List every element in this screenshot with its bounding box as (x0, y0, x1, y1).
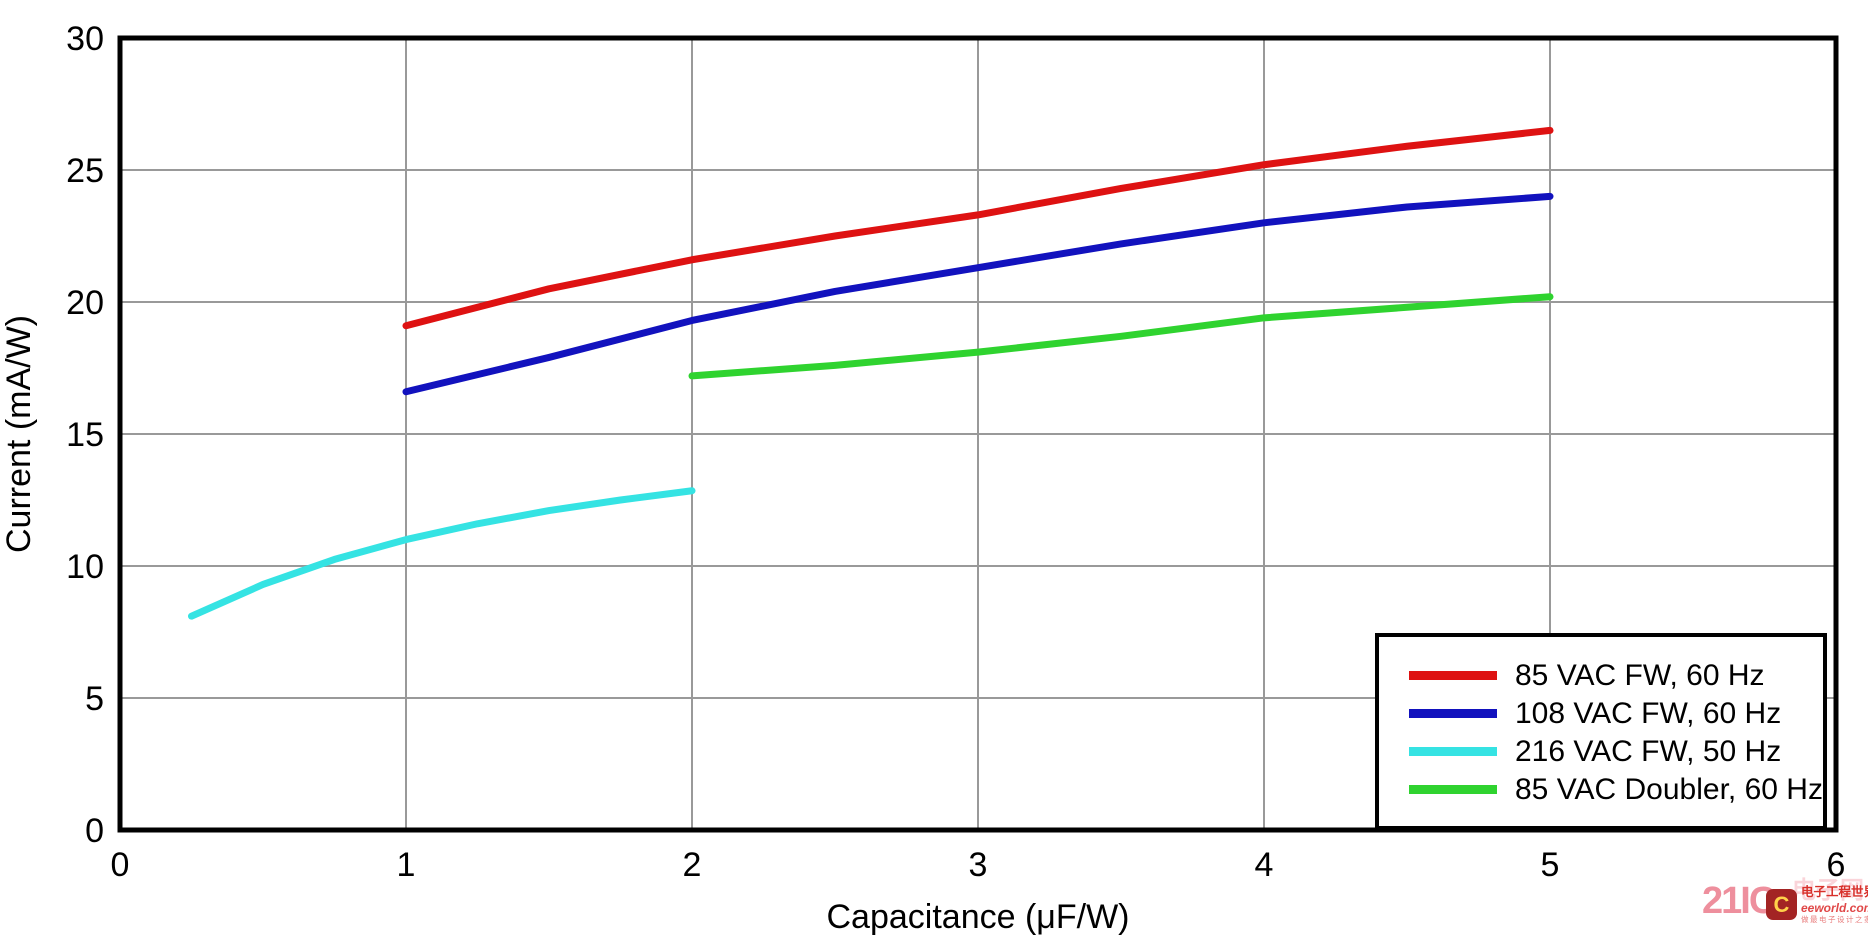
x-tick-label: 5 (1541, 846, 1560, 884)
legend-item: 85 VAC Doubler, 60 Hz (1379, 771, 1823, 809)
legend-label: 85 VAC FW, 60 Hz (1515, 658, 1765, 692)
y-axis-title: Current (mA/W) (0, 315, 38, 553)
legend-label: 108 VAC FW, 60 Hz (1515, 696, 1782, 730)
y-tick-label: 0 (85, 812, 104, 850)
y-tick-label: 5 (85, 680, 104, 718)
legend: 85 VAC FW, 60 Hz 108 VAC FW, 60 Hz 216 V… (1375, 633, 1827, 830)
legend-label: 216 VAC FW, 50 Hz (1515, 734, 1782, 768)
series-line (402, 192, 1554, 396)
legend-item: 108 VAC FW, 60 Hz (1379, 695, 1823, 733)
y-tick-label: 30 (66, 20, 104, 58)
x-axis-title: Capacitance (μF/W) (827, 898, 1130, 936)
legend-label: 85 VAC Doubler, 60 Hz (1515, 772, 1823, 806)
x-tick-label: 6 (1827, 846, 1846, 884)
y-tick-label: 20 (66, 284, 104, 322)
legend-swatch-cyan (1409, 747, 1497, 756)
y-tick-label: 15 (66, 416, 104, 454)
x-tick-label: 0 (111, 846, 130, 884)
y-tick-label: 25 (66, 152, 104, 190)
legend-item: 216 VAC FW, 50 Hz (1379, 733, 1823, 771)
x-tick-label: 1 (397, 846, 416, 884)
legend-swatch-green (1409, 785, 1497, 794)
plot-frame (117, 35, 1839, 833)
series-line (402, 126, 1554, 330)
x-tick-label: 4 (1255, 846, 1274, 884)
legend-swatch-red (1409, 671, 1497, 680)
y-tick-label: 10 (66, 548, 104, 586)
legend-swatch-blue (1409, 709, 1497, 718)
legend-item: 85 VAC FW, 60 Hz (1379, 657, 1823, 695)
x-tick-label: 3 (969, 846, 988, 884)
series-line (188, 487, 696, 620)
series-line (688, 293, 1554, 380)
x-tick-label: 2 (683, 846, 702, 884)
